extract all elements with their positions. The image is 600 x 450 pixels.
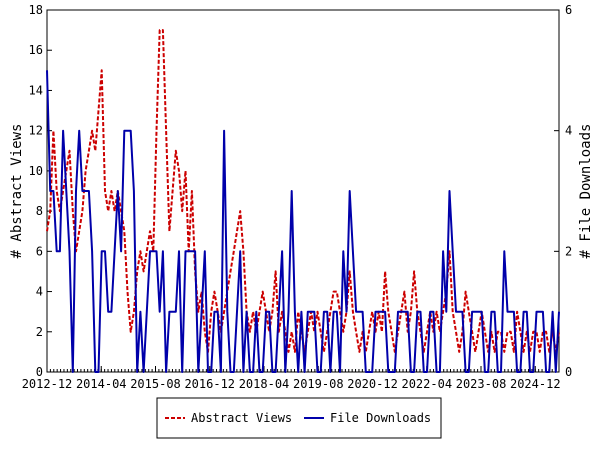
y-left-tick-label: 12 [29,124,43,138]
x-tick-label: 2015-08 [130,377,181,391]
y-left-axis-title: # Abstract Views [9,124,25,259]
y-left-tick-label: 6 [36,244,43,258]
x-tick-label: 2019-08 [293,377,344,391]
y-left-tick-label: 0 [36,365,43,379]
y-right-tick-label: 6 [565,3,572,17]
y-right-tick-label: 2 [565,244,572,258]
x-tick-label: 2018-04 [239,377,290,391]
x-tick-label: 2016-12 [184,377,235,391]
x-tick-label: 2023-08 [456,377,507,391]
series-line-file-downloads [46,70,560,373]
y-left-tick-label: 16 [29,43,43,57]
y-left-tick-label: 2 [36,325,43,339]
legend-box [156,397,442,439]
y-left-tick-label: 18 [29,3,43,17]
y-right-axis-title: # File Downloads [578,124,594,259]
series-line-abstract-views [46,29,560,353]
legend: Abstract Views File Downloads [156,397,442,439]
x-tick-label: 2022-04 [401,377,452,391]
x-tick-label: 2012-12 [22,377,73,391]
y-right-tick-label: 0 [565,365,572,379]
x-tick-label: 2020-12 [347,377,398,391]
x-tick-label: 2014-04 [76,377,127,391]
y-left-tick-labels: 0 2 4 6 8 10 12 14 16 18 [29,3,43,379]
legend-label-file-downloads: File Downloads [330,411,431,425]
x-tick-labels: 2012-12 2014-04 2015-08 2016-12 2018-04 2019-… [22,377,561,391]
x-tick-label: 2024-12 [510,377,561,391]
y-left-tick-label: 10 [29,164,43,178]
y-left-tick-label: 8 [36,204,43,218]
y-right-tick-labels: 0 2 4 6 [565,3,572,379]
y-left-tick-label: 14 [29,83,43,97]
y-left-tick-label: 4 [36,285,43,299]
series-layer [46,29,560,373]
y-right-tick-label: 4 [565,124,572,138]
legend-label-abstract-views: Abstract Views [191,411,292,425]
